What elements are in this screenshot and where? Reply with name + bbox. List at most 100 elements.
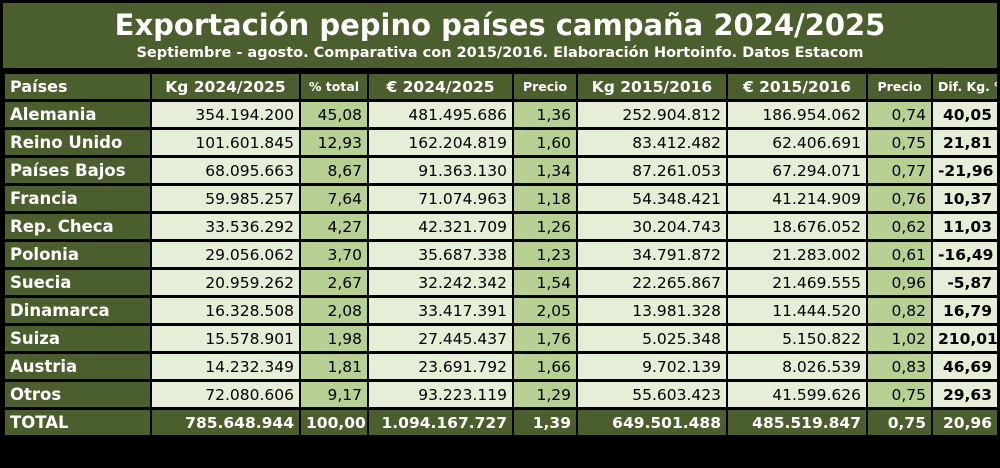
value-cell: 354.194.200 [152,102,299,127]
value-cell: 2,08 [301,298,367,323]
value-cell: 29.056.062 [152,242,299,267]
country-cell: Polonia [5,242,150,267]
value-cell: 35.687.338 [369,242,512,267]
value-cell: 1,66 [514,354,576,379]
value-cell: 2,05 [514,298,576,323]
value-cell: 0,96 [868,270,931,295]
value-cell: -21,96 [933,158,997,183]
value-cell: 14.232.349 [152,354,299,379]
total-row: TOTAL 785.648.944 100,00 1.094.167.727 1,39 6… [5,410,997,435]
country-cell: Dinamarca [5,298,150,323]
country-cell: Suiza [5,326,150,351]
table-row: Otros 72.080.606 9,17 93.223.119 1,29 55.603.… [5,382,997,407]
value-cell: 11.444.520 [728,298,866,323]
country-cell: Países Bajos [5,158,150,183]
value-cell: 9.702.139 [578,354,726,379]
header-row: Países Kg 2024/2025% total € 2024/2025 Prec… [5,74,997,99]
value-cell: 1,39 [514,410,576,435]
table-body: Alemania 354.194.200 45,08 481.495.686 1,36 2… [5,102,997,435]
value-cell: 87.261.053 [578,158,726,183]
value-cell: 0,75 [868,382,931,407]
value-cell: 0,82 [868,298,931,323]
value-cell: 1,81 [301,354,367,379]
table-row: Alemania 354.194.200 45,08 481.495.686 1,36 2… [5,102,997,127]
value-cell: 11,03 [933,214,997,239]
value-cell: 0,74 [868,102,931,127]
value-cell: 785.648.944 [152,410,299,435]
value-cell: 21,81 [933,130,997,155]
value-cell: -5,87 [933,270,997,295]
column-header: Precio [868,74,931,99]
value-cell: 33.417.391 [369,298,512,323]
column-header: Kg 2015/2016 [578,74,726,99]
value-cell: 34.791.872 [578,242,726,267]
table-row: Francia 59.985.257 7,64 71.074.963 1,18 54.34… [5,186,997,211]
table-row: Dinamarca 16.328.508 2,08 33.417.391 2,05 13.… [5,298,997,323]
value-cell: 20.959.262 [152,270,299,295]
value-cell: 252.904.812 [578,102,726,127]
value-cell: 0,62 [868,214,931,239]
value-cell: 100,00 [301,410,367,435]
value-cell: 40,05 [933,102,997,127]
value-cell: 7,64 [301,186,367,211]
value-cell: 91.363.130 [369,158,512,183]
value-cell: 33.536.292 [152,214,299,239]
value-cell: 45,08 [301,102,367,127]
value-cell: 1,26 [514,214,576,239]
country-cell: Reino Unido [5,130,150,155]
export-table: Países Kg 2024/2025% total € 2024/2025 Prec… [3,71,999,438]
value-cell: 20,96 [933,410,997,435]
value-cell: 1,29 [514,382,576,407]
country-cell: Austria [5,354,150,379]
value-cell: 1,18 [514,186,576,211]
value-cell: 8,67 [301,158,367,183]
country-cell: Alemania [5,102,150,127]
value-cell: 30.204.743 [578,214,726,239]
column-header: Países [5,74,150,99]
value-cell: 16.328.508 [152,298,299,323]
country-cell: TOTAL [5,410,150,435]
value-cell: 29,63 [933,382,997,407]
value-cell: 67.294.071 [728,158,866,183]
country-cell: Suecia [5,270,150,295]
value-cell: -16,49 [933,242,997,267]
value-cell: 1.094.167.727 [369,410,512,435]
value-cell: 18.676.052 [728,214,866,239]
table-row: Austria 14.232.349 1,81 23.691.792 1,66 9.702… [5,354,997,379]
value-cell: 1,36 [514,102,576,127]
value-cell: 1,02 [868,326,931,351]
value-cell: 4,27 [301,214,367,239]
table-row: Polonia 29.056.062 3,70 35.687.338 1,23 34.79… [5,242,997,267]
value-cell: 22.265.867 [578,270,726,295]
value-cell: 21.283.002 [728,242,866,267]
value-cell: 59.985.257 [152,186,299,211]
value-cell: 1,98 [301,326,367,351]
table-row: Rep. Checa 33.536.292 4,27 42.321.709 1,26 30… [5,214,997,239]
value-cell: 186.954.062 [728,102,866,127]
value-cell: 2,67 [301,270,367,295]
column-header: Precio [514,74,576,99]
table-row: Suecia 20.959.262 2,67 32.242.342 1,54 22.265… [5,270,997,295]
value-cell: 72.080.606 [152,382,299,407]
value-cell: 42.321.709 [369,214,512,239]
value-cell: 101.601.845 [152,130,299,155]
value-cell: 16,79 [933,298,997,323]
value-cell: 23.691.792 [369,354,512,379]
value-cell: 1,23 [514,242,576,267]
value-cell: 162.204.819 [369,130,512,155]
table-row: Suiza 15.578.901 1,98 27.445.437 1,76 5.025.3… [5,326,997,351]
column-header: € 2015/2016 [728,74,866,99]
title-banner: Exportación pepino países campaña 2024/2… [3,3,997,68]
value-cell: 9,17 [301,382,367,407]
table-row: Países Bajos 68.095.663 8,67 91.363.130 1,34… [5,158,997,183]
column-header: % total [301,74,367,99]
value-cell: 1,76 [514,326,576,351]
value-cell: 12,93 [301,130,367,155]
value-cell: 8.026.539 [728,354,866,379]
table-subtitle: Septiembre - agosto. Comparativa con 201… [136,45,864,61]
value-cell: 68.095.663 [152,158,299,183]
value-cell: 1,60 [514,130,576,155]
value-cell: 5.025.348 [578,326,726,351]
value-cell: 54.348.421 [578,186,726,211]
